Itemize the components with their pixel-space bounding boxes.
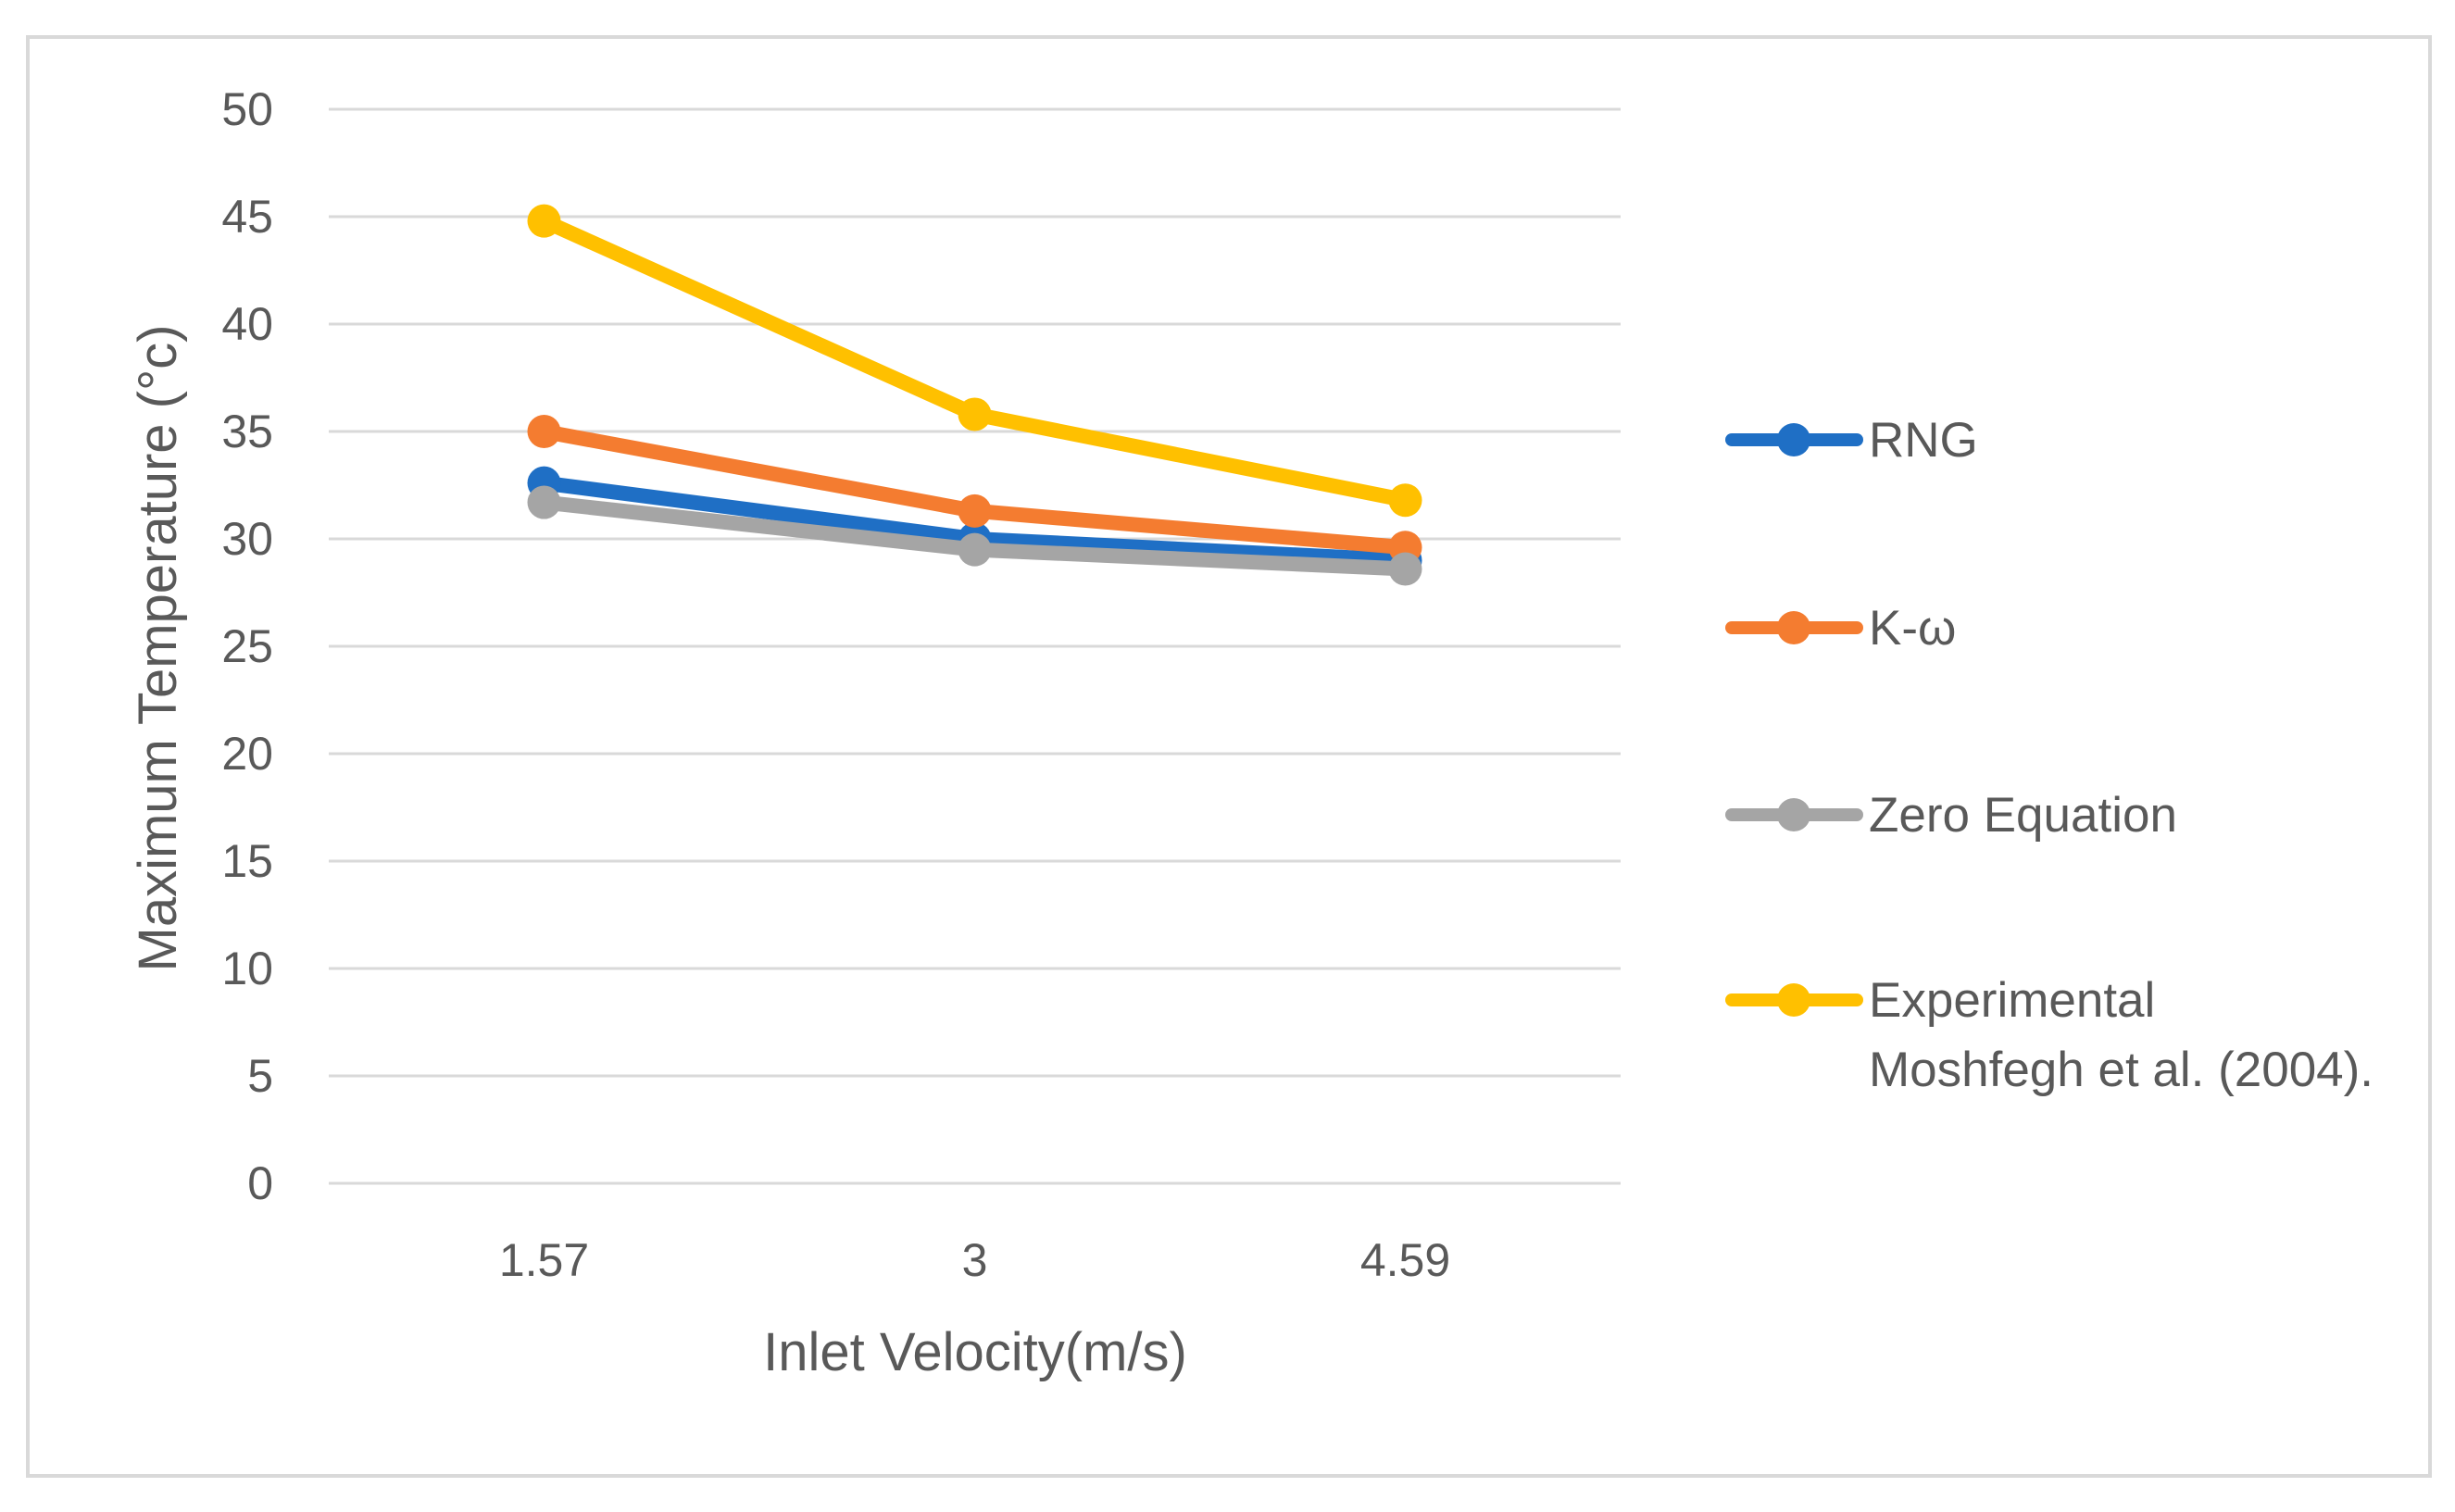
legend-marker-zero-equation [1777, 798, 1810, 831]
data-point-zero-equation [958, 532, 992, 567]
y-tick-label: 5 [247, 1050, 273, 1102]
y-axis-ticks: 0 5 10 15 20 25 30 35 40 45 50 [221, 83, 273, 1209]
legend-label: Experimental [1869, 973, 2155, 1028]
data-point-zero-equation [1388, 552, 1422, 586]
legend: RNG K-ω Zero Equation Experimental Moshfegh … [1725, 413, 2374, 1097]
y-tick-label: 30 [221, 513, 273, 565]
data-point-zero-equation [527, 485, 561, 519]
y-tick-label: 15 [221, 835, 273, 887]
y-tick-label: 20 [221, 728, 273, 780]
x-tick-label: 4.59 [1360, 1234, 1450, 1286]
legend-label: Moshfegh et al. (2004). [1869, 1043, 2374, 1097]
legend-label: K-ω [1869, 601, 1956, 656]
data-point-experimental-moshfegh-et-al-2004 [1388, 483, 1422, 518]
legend-label: RNG [1869, 413, 1978, 468]
y-tick-label: 25 [221, 620, 273, 672]
y-tick-label: 0 [247, 1157, 273, 1209]
legend-marker-rng [1777, 423, 1810, 456]
data-point-k [527, 415, 561, 448]
legend-label: Zero Equation [1869, 788, 2177, 843]
y-tick-label: 35 [221, 406, 273, 457]
y-tick-label: 40 [221, 298, 273, 350]
data-point-experimental-moshfegh-et-al-2004 [958, 397, 992, 431]
legend-marker-experimental-moshfegh-et-al-2004 [1777, 983, 1810, 1017]
x-tick-label: 3 [962, 1234, 988, 1286]
y-tick-label: 50 [221, 83, 273, 135]
y-tick-label: 10 [221, 943, 273, 994]
legend-marker-k [1777, 611, 1810, 644]
x-axis-ticks: 1.57 3 4.59 [499, 1234, 1450, 1286]
series-lines [527, 204, 1422, 586]
gridlines [329, 107, 1621, 1185]
y-axis-title: Maximum Temperature (°c) [128, 325, 188, 972]
chart-frame [26, 35, 2432, 1478]
data-point-experimental-moshfegh-et-al-2004 [527, 204, 561, 238]
x-axis-title: Inlet Velocity(m/s) [763, 1322, 1187, 1382]
x-tick-label: 1.57 [499, 1234, 589, 1286]
data-point-k [958, 494, 992, 528]
y-tick-label: 45 [221, 191, 273, 243]
